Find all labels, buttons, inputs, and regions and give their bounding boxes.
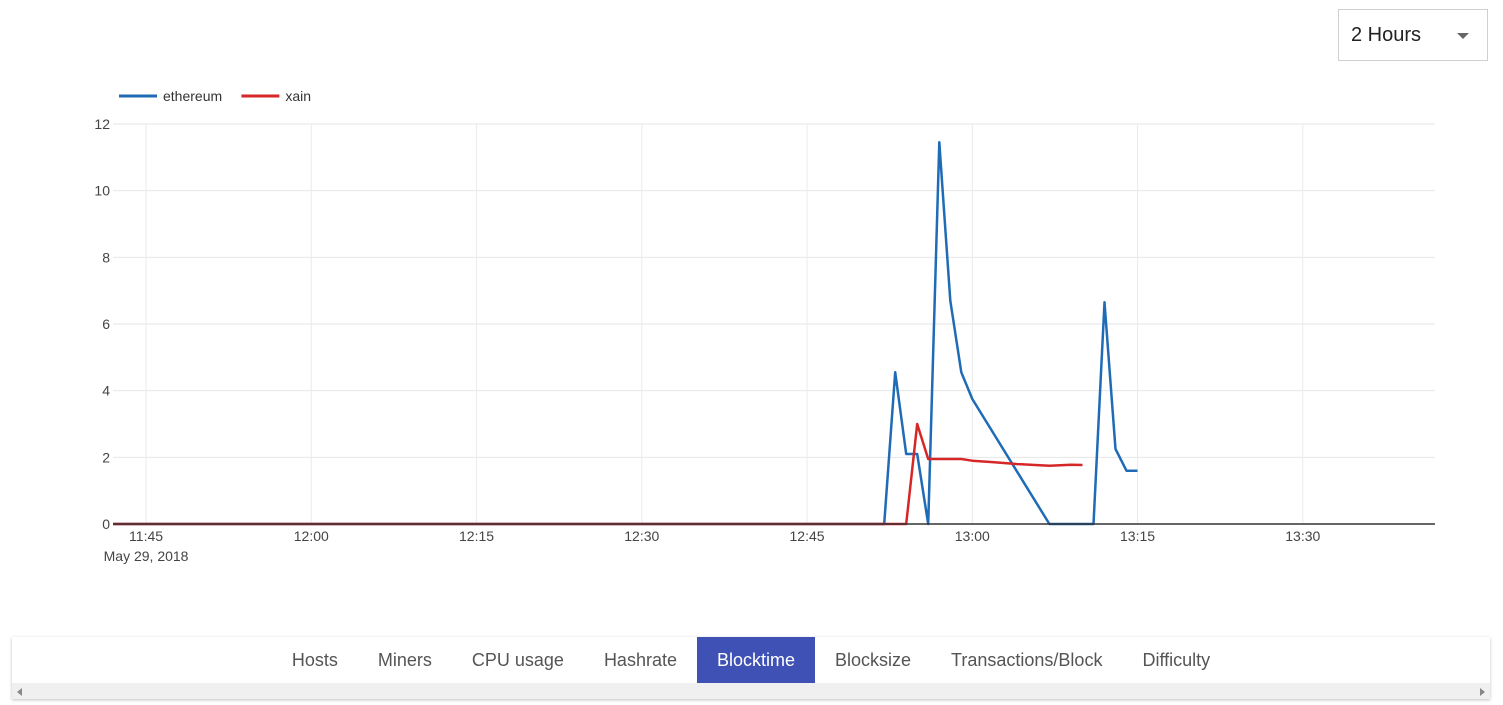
blocktime-chart: 0 2 4 6 8 10 12 11:45 12:00 12:15 12:30 12:45 13:00 1… <box>94 88 1435 564</box>
chart-legend[interactable]: ethereum xain <box>119 88 311 104</box>
y-tick-label: 12 <box>94 116 110 132</box>
tab-cpu-usage[interactable]: CPU usage <box>471 649 564 670</box>
x-axis-date-label: May 29, 2018 <box>104 548 189 564</box>
chart-axes: 0 2 4 6 8 10 12 11:45 12:00 12:15 12:30 12:45 13:00 1… <box>94 116 1435 564</box>
tab-difficulty[interactable]: Difficulty <box>1142 649 1211 670</box>
series-line-xain <box>113 422 1083 526</box>
tab-hashrate[interactable]: Hashrate <box>603 649 677 670</box>
chevron-down-icon <box>1457 33 1469 39</box>
tab-miners[interactable]: Miners <box>377 649 432 670</box>
metric-tabs: Hosts Miners CPU usage Hashrate Blocktime Blo… <box>12 637 1490 683</box>
tab-scrollbar[interactable] <box>12 683 1490 699</box>
y-tick-label: 0 <box>102 516 110 532</box>
tab-hosts[interactable]: Hosts <box>291 649 338 670</box>
x-tick-label: 13:30 <box>1285 528 1320 544</box>
metric-tab-panel: Hosts Miners CPU usage Hashrate Blocktime Blo… <box>12 637 1490 699</box>
time-range-value: 2 Hours <box>1351 23 1422 46</box>
legend-label-ethereum[interactable]: ethereum <box>163 88 222 104</box>
x-tick-label: 12:45 <box>790 528 825 544</box>
scroll-right-icon[interactable] <box>1480 688 1485 696</box>
x-tick-label: 12:00 <box>294 528 329 544</box>
scroll-left-icon[interactable] <box>17 688 22 696</box>
x-tick-label: 13:00 <box>955 528 990 544</box>
tab-blocksize[interactable]: Blocksize <box>835 649 912 670</box>
tab-blocktime[interactable]: Blocktime <box>696 637 816 683</box>
legend-label-xain[interactable]: xain <box>285 88 311 104</box>
y-tick-label: 2 <box>102 449 110 465</box>
y-tick-label: 10 <box>94 183 110 199</box>
x-tick-label: 12:15 <box>459 528 494 544</box>
tab-transactions-block[interactable]: Transactions/Block <box>951 649 1103 670</box>
x-tick-label: 12:30 <box>624 528 659 544</box>
chart-grid <box>113 123 1435 524</box>
time-range-select[interactable]: 2 Hours <box>1338 9 1488 61</box>
series-line-ethereum <box>113 141 1138 526</box>
y-tick-label: 6 <box>102 316 110 332</box>
x-tick-label: 11:45 <box>129 528 163 544</box>
y-tick-label: 4 <box>102 383 110 399</box>
x-tick-label: 13:15 <box>1120 528 1155 544</box>
y-tick-label: 8 <box>102 249 110 265</box>
chart-series <box>113 141 1138 526</box>
